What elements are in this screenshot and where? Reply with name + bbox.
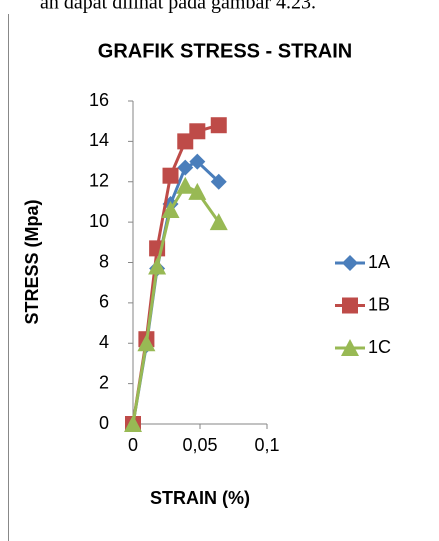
- series-line: [131, 184, 220, 425]
- marker: [189, 123, 206, 140]
- marker: [341, 339, 359, 356]
- marker: [210, 173, 227, 190]
- marker: [177, 133, 194, 150]
- y-tick-label: 14: [89, 130, 109, 150]
- legend-label: 1A: [368, 252, 390, 272]
- marker: [177, 159, 194, 176]
- text-above: an dapat dilihat pada gambar 4.23.: [40, 0, 316, 14]
- marker: [210, 117, 227, 134]
- marker: [209, 213, 228, 231]
- marker: [188, 182, 207, 200]
- marker: [137, 334, 156, 352]
- x-tick-label: 0: [128, 435, 138, 455]
- marker: [162, 167, 179, 184]
- marker: [148, 257, 167, 275]
- marker: [124, 415, 142, 432]
- x-tick-label: 0,1: [254, 435, 279, 455]
- y-tick-label: 8: [99, 251, 109, 271]
- x-axis-label: STRAIN (%): [150, 488, 250, 508]
- chart-title: GRAFIK STRESS - STRAIN: [98, 40, 352, 62]
- marker: [176, 176, 195, 194]
- legend-label: 1B: [368, 294, 390, 314]
- y-tick-label: 4: [99, 332, 109, 352]
- y-tick-label: 6: [99, 292, 109, 312]
- y-tick-label: 2: [99, 372, 109, 392]
- y-tick-label: 12: [89, 171, 109, 191]
- y-tick-label: 0: [99, 413, 109, 433]
- marker: [161, 201, 180, 219]
- y-tick-label: 16: [89, 90, 109, 110]
- marker: [189, 153, 206, 170]
- legend-label: 1C: [368, 337, 391, 357]
- x-tick-label: 0,05: [182, 435, 217, 455]
- marker: [342, 255, 358, 271]
- marker: [342, 297, 358, 314]
- y-axis-label: STRESS (Mpa): [22, 199, 42, 324]
- y-tick-label: 10: [89, 211, 109, 231]
